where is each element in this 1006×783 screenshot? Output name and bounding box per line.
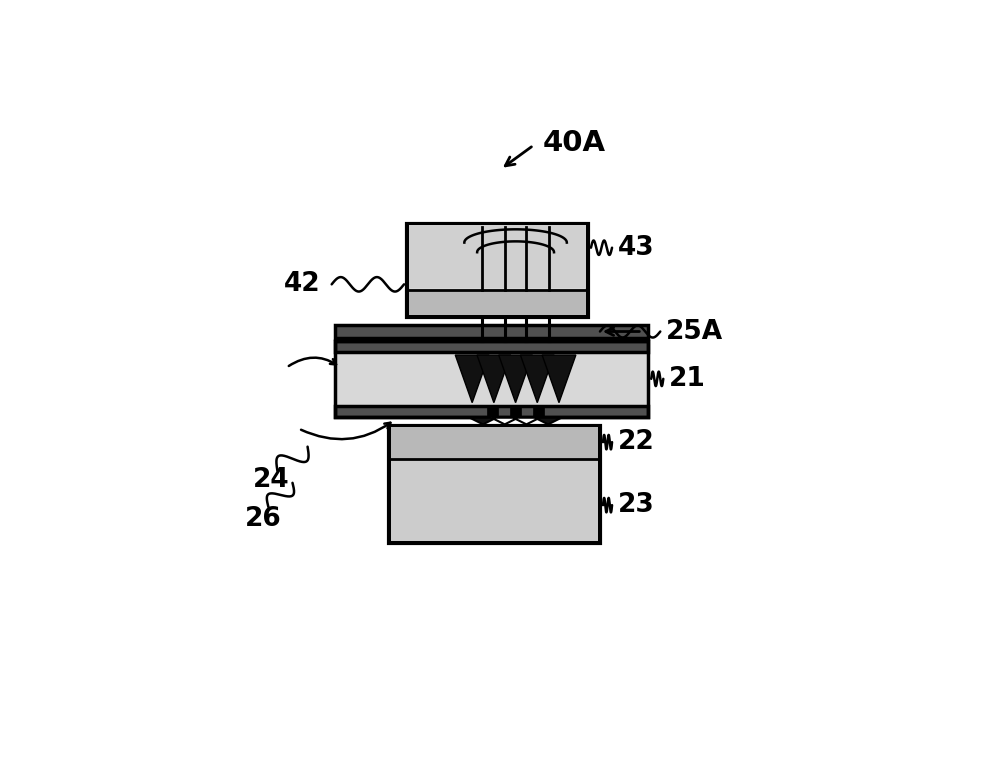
Polygon shape — [477, 355, 511, 402]
Bar — [533, 406, 544, 417]
Bar — [335, 406, 648, 417]
Polygon shape — [492, 417, 518, 424]
Bar — [390, 428, 599, 459]
Text: 21: 21 — [669, 366, 706, 392]
Polygon shape — [535, 417, 561, 424]
Bar — [510, 406, 521, 417]
Bar — [335, 341, 648, 352]
Polygon shape — [513, 417, 539, 424]
Bar — [389, 426, 600, 543]
Bar — [335, 341, 648, 417]
Bar — [407, 224, 588, 317]
Bar — [408, 226, 586, 288]
Polygon shape — [470, 417, 496, 424]
Text: 26: 26 — [245, 506, 282, 532]
Text: 23: 23 — [618, 493, 655, 518]
Text: 43: 43 — [618, 235, 655, 261]
Text: 40A: 40A — [542, 129, 606, 157]
Text: 25A: 25A — [666, 319, 723, 345]
Text: 22: 22 — [618, 429, 655, 455]
Polygon shape — [520, 355, 554, 402]
Bar — [487, 406, 498, 417]
Text: 42: 42 — [284, 272, 320, 298]
Polygon shape — [542, 355, 575, 402]
Bar — [408, 290, 586, 316]
Polygon shape — [456, 355, 489, 402]
Text: 24: 24 — [254, 467, 290, 493]
Bar — [335, 352, 648, 406]
Bar — [335, 325, 648, 338]
Bar — [390, 459, 599, 541]
Polygon shape — [499, 355, 532, 402]
